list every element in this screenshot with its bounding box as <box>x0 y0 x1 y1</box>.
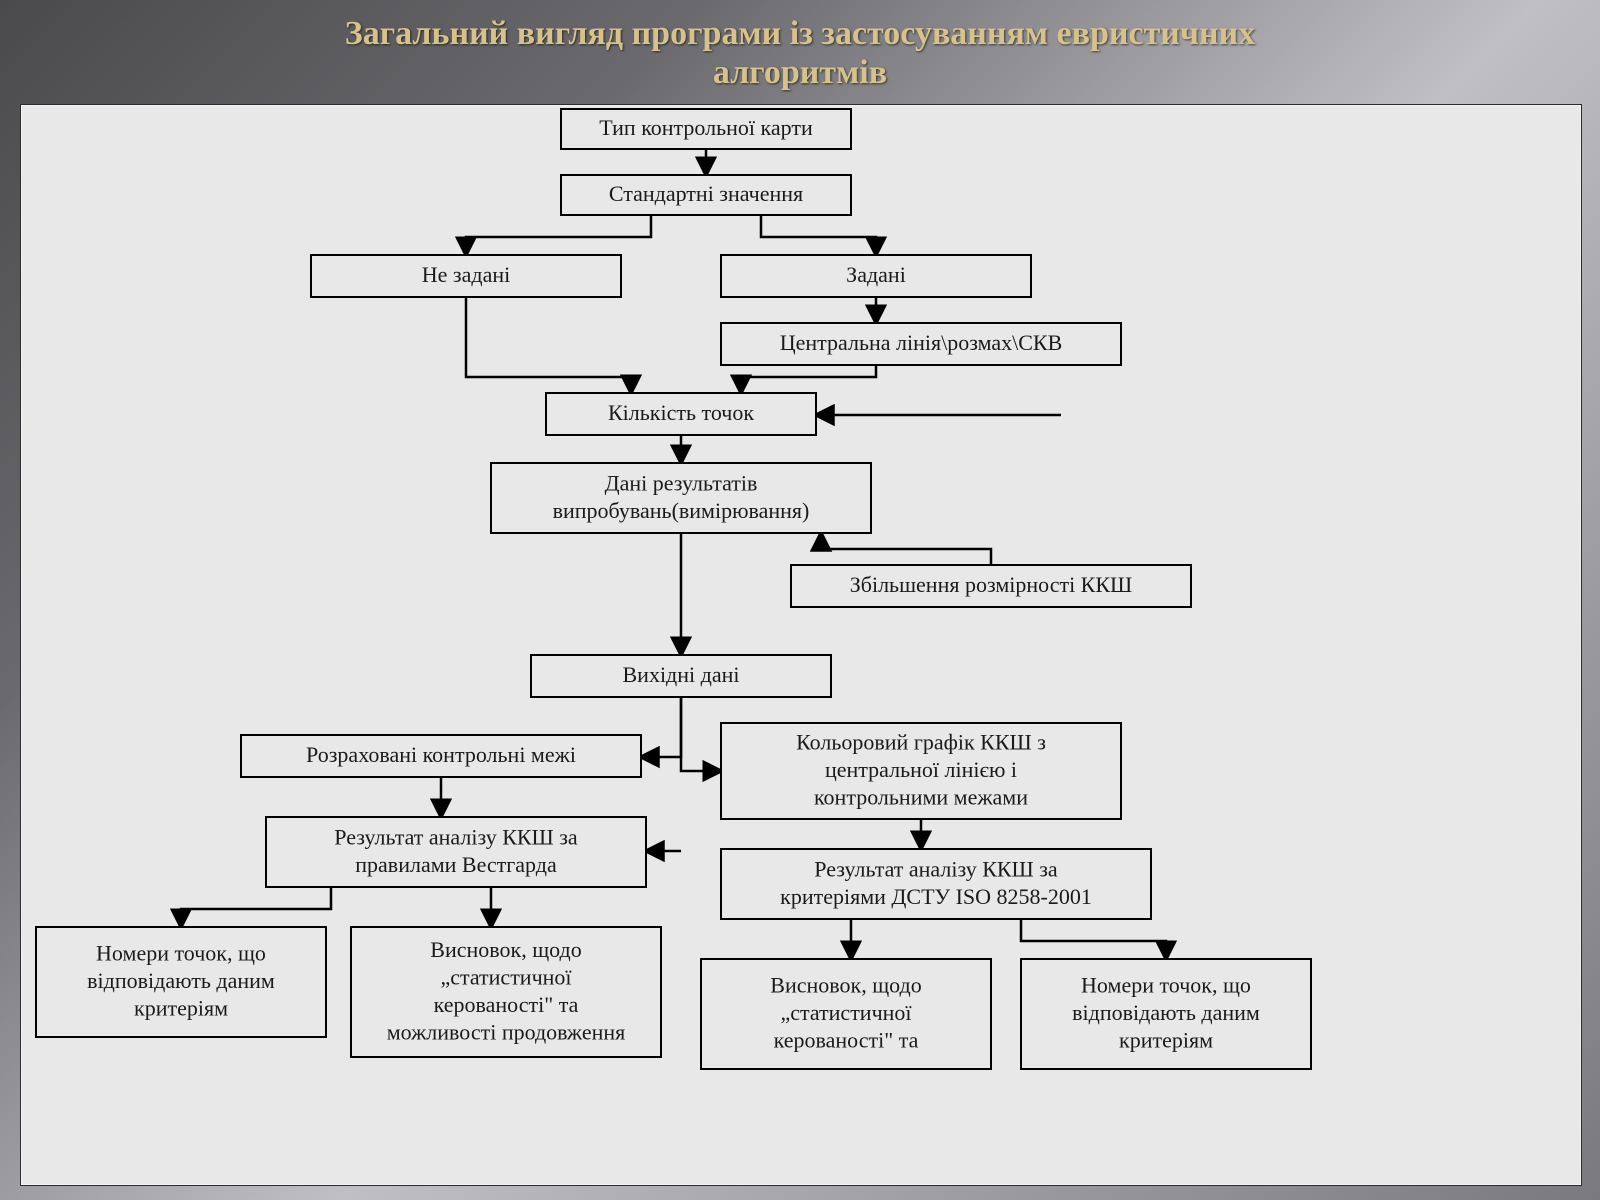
flow-node-n_npts: Кількість точок <box>546 393 816 435</box>
flow-node-label: відповідають даним <box>87 968 275 993</box>
flow-node-label: Тип контрольної карти <box>599 115 813 140</box>
title-line-2: алгоритмів <box>713 54 887 91</box>
flow-node-n_conc_r: Висновок, щодо„статистичної керованості" … <box>701 959 991 1069</box>
flow-node-label: відповідають даним <box>1072 1000 1260 1025</box>
flow-edge <box>181 887 331 927</box>
flow-node-n_graph: Кольоровий графік ККШ зцентральної лініє… <box>721 723 1121 819</box>
flowchart-svg: Тип контрольної карти Стандартні значення… <box>21 105 1581 1185</box>
flow-node-n_limits: Розраховані контрольні межі <box>241 735 641 777</box>
flow-node-label: „статистичної <box>440 964 572 989</box>
flow-edge <box>681 697 721 771</box>
flow-node-n_pts_r: Номери точок, щовідповідають даним критер… <box>1021 959 1311 1069</box>
flow-node-label: випробувань(вимірювання) <box>553 498 810 523</box>
flow-node-label: Результат аналізу ККШ за <box>814 856 1058 881</box>
flow-edge <box>761 215 876 255</box>
flow-node-label: Кількість точок <box>608 400 754 425</box>
flow-edge <box>741 365 876 393</box>
flow-node-label: контрольними межами <box>814 785 1028 810</box>
flow-node-label: Результат аналізу ККШ за <box>334 824 578 849</box>
flow-node-label: керованості" та <box>434 992 579 1017</box>
flow-node-label: Номери точок, що <box>1081 973 1251 998</box>
flow-node-label: Вихідні дані <box>623 662 740 687</box>
flow-node-n_inc: Збільшення розмірності ККШ <box>791 565 1191 607</box>
flow-node-n_cl: Центральна лінія\розмах\СКВ <box>721 323 1121 365</box>
flow-node-n_set: Задані <box>721 255 1031 297</box>
flow-node-label: критеріям <box>1119 1028 1213 1053</box>
flow-node-n_westg: Результат аналізу ККШ за правилами Вестга… <box>266 817 646 887</box>
flow-node-n_out: Вихідні дані <box>531 655 831 697</box>
slide: Загальний вигляд програми із застосуванн… <box>0 0 1600 1200</box>
flow-node-n_conc_l: Висновок, щодо„статистичної керованості" … <box>351 927 661 1057</box>
flowchart-canvas: Тип контрольної карти Стандартні значення… <box>20 104 1582 1186</box>
flow-node-label: Збільшення розмірності ККШ <box>850 572 1132 597</box>
flow-node-n_data: Дані результатів випробувань(вимірювання) <box>491 463 871 533</box>
page-title: Загальний вигляд програми із застосуванн… <box>0 14 1600 92</box>
flow-node-label: Розраховані контрольні межі <box>306 742 576 767</box>
flow-edge <box>466 215 651 255</box>
flow-node-label: Центральна лінія\розмах\СКВ <box>780 330 1063 355</box>
flow-node-label: „статистичної <box>780 1000 912 1025</box>
flow-node-label: Номери точок, що <box>96 941 266 966</box>
flow-node-label: Стандартні значення <box>609 181 803 206</box>
flow-node-n_dstu: Результат аналізу ККШ за критеріями ДСТУ … <box>721 849 1151 919</box>
flow-edge <box>641 697 681 757</box>
flow-node-label: Висновок, щодо <box>430 937 581 962</box>
flow-node-label: керованості" та <box>774 1028 919 1053</box>
flow-node-label: критеріями ДСТУ ISO 8258-2001 <box>780 884 1092 909</box>
flow-edge <box>1021 919 1166 959</box>
flow-node-label: Кольоровий графік ККШ з <box>796 730 1046 755</box>
flow-node-label: Висновок, щодо <box>770 973 921 998</box>
flow-edge <box>466 297 631 393</box>
flow-node-label: Задані <box>846 262 906 287</box>
flow-node-label: Дані результатів <box>605 470 758 495</box>
flow-node-label: Не задані <box>422 262 510 287</box>
flow-node-n_type: Тип контрольної карти <box>561 109 851 149</box>
flow-node-label: правилами Вестгарда <box>355 852 557 877</box>
flow-edge <box>821 533 991 565</box>
flow-node-label: можливості продовження <box>387 1019 626 1044</box>
title-line-1: Загальний вигляд програми із застосуванн… <box>345 15 1255 52</box>
flow-node-n_std: Стандартні значення <box>561 175 851 215</box>
flow-node-label: критеріям <box>134 996 228 1021</box>
flow-node-label: центральної лінією і <box>825 757 1017 782</box>
flow-node-n_pts_l: Номери точок, щовідповідають даним критер… <box>36 927 326 1037</box>
flow-node-n_notset: Не задані <box>311 255 621 297</box>
